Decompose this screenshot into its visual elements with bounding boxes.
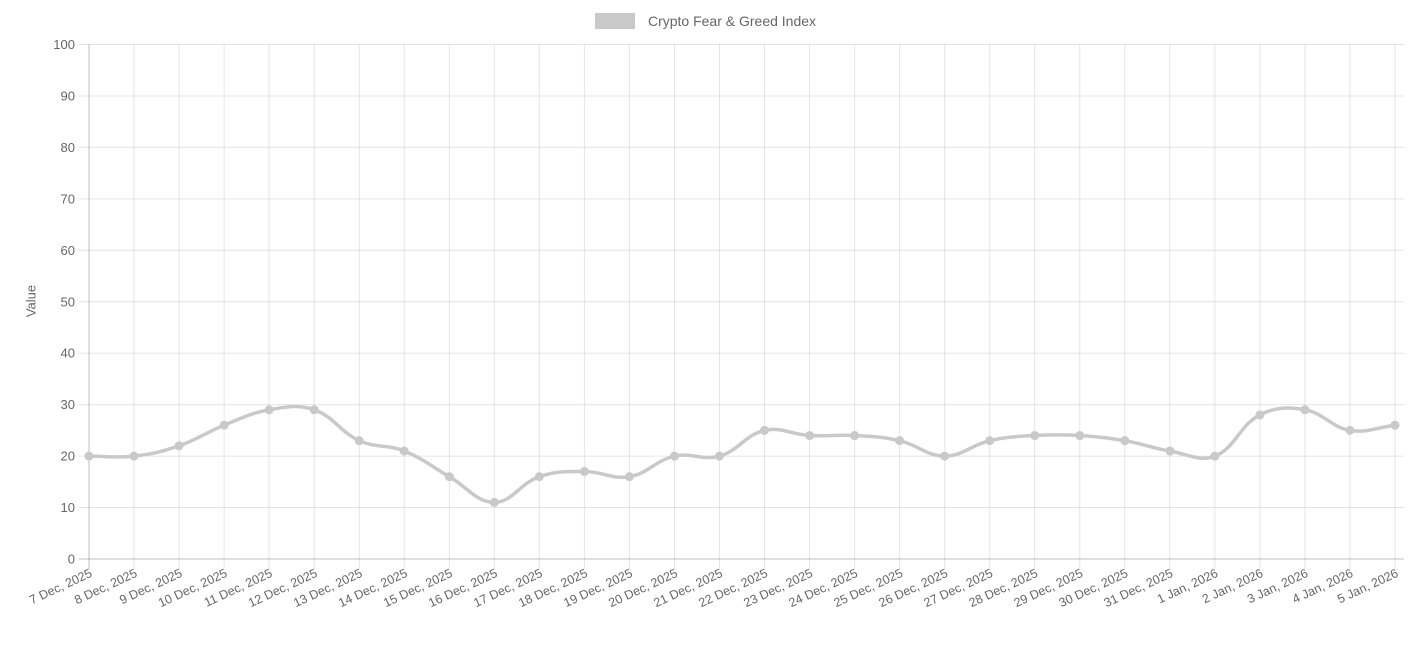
data-point[interactable] <box>129 451 139 461</box>
data-point[interactable] <box>669 451 679 461</box>
data-point[interactable] <box>895 436 905 446</box>
data-point[interactable] <box>1300 405 1310 415</box>
data-point[interactable] <box>174 441 184 451</box>
data-point[interactable] <box>84 451 94 461</box>
y-tick-label: 40 <box>61 346 75 361</box>
y-tick-label: 50 <box>61 294 75 309</box>
data-point[interactable] <box>354 436 364 446</box>
data-point[interactable] <box>444 472 454 482</box>
data-point[interactable] <box>1030 431 1040 441</box>
data-point[interactable] <box>489 497 499 507</box>
series-line <box>87 404 1397 505</box>
legend-label: Crypto Fear & Greed Index <box>647 13 817 29</box>
y-axis-title: Value <box>23 284 39 318</box>
data-point[interactable] <box>579 467 589 477</box>
legend-swatch <box>594 13 635 29</box>
data-point[interactable] <box>760 425 770 435</box>
data-point[interactable] <box>1345 425 1355 435</box>
data-point[interactable] <box>1210 451 1220 461</box>
data-point[interactable] <box>219 420 229 430</box>
y-tick-label: 70 <box>61 191 75 206</box>
y-tick-label: 100 <box>53 37 75 52</box>
data-point[interactable] <box>805 431 815 441</box>
data-point[interactable] <box>624 472 634 482</box>
y-tick-label: 60 <box>61 243 75 258</box>
data-point[interactable] <box>985 436 995 446</box>
y-tick-label: 30 <box>61 397 75 412</box>
data-point[interactable] <box>940 451 950 461</box>
data-point[interactable] <box>399 446 409 456</box>
data-point[interactable] <box>1165 446 1175 456</box>
data-point[interactable] <box>264 405 274 415</box>
data-point[interactable] <box>1390 420 1400 430</box>
data-point[interactable] <box>1075 431 1085 441</box>
data-point[interactable] <box>1120 436 1130 446</box>
data-point[interactable] <box>850 431 860 441</box>
data-point[interactable] <box>534 472 544 482</box>
y-tick-label: 20 <box>61 449 75 464</box>
data-point[interactable] <box>1255 410 1265 420</box>
data-point[interactable] <box>309 405 319 415</box>
y-tick-label: 0 <box>68 552 75 567</box>
y-tick-label: 10 <box>61 500 75 515</box>
y-tick-label: 90 <box>61 88 75 103</box>
data-point[interactable] <box>714 451 724 461</box>
y-tick-label: 80 <box>61 140 75 155</box>
chart-legend[interactable]: Crypto Fear & Greed Index <box>0 13 1411 29</box>
